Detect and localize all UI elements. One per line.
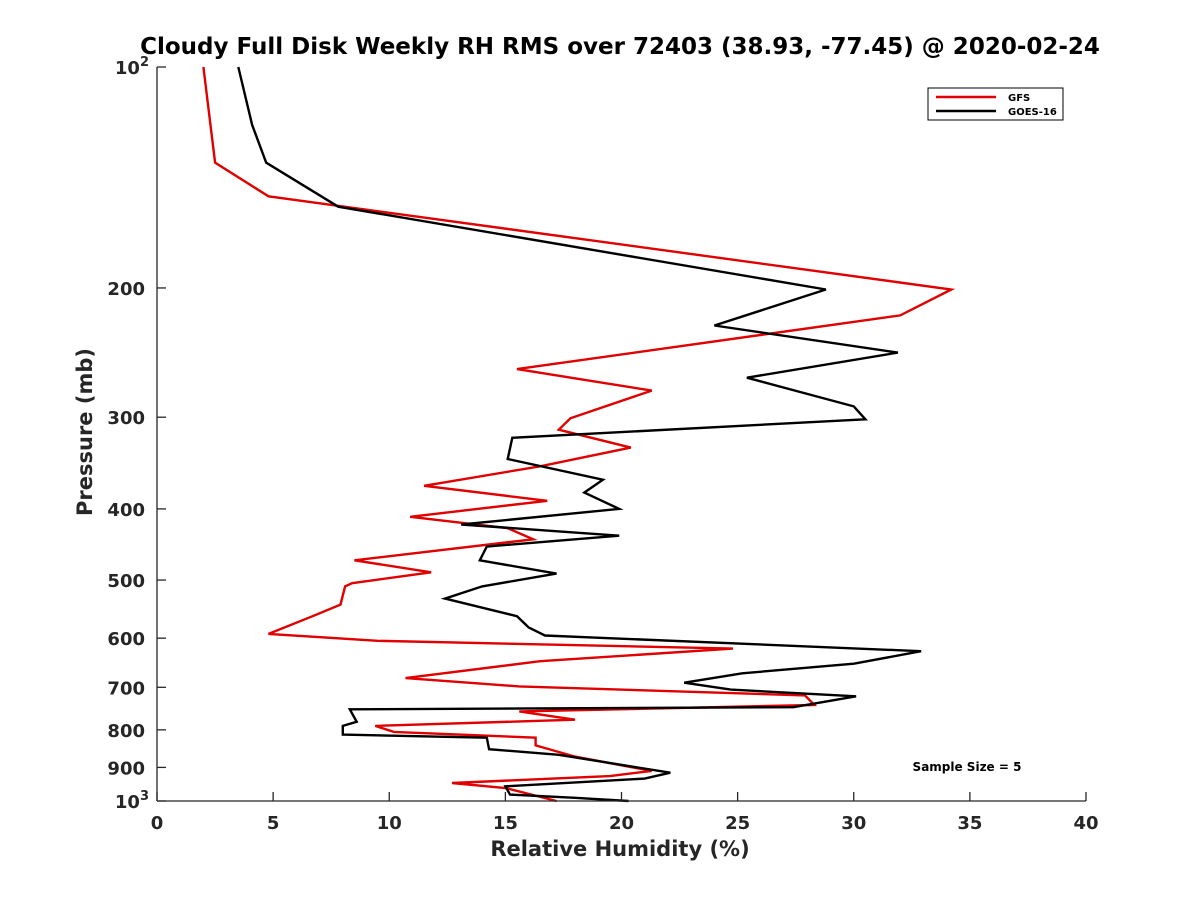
plot-area bbox=[157, 66, 1086, 803]
legend-box bbox=[927, 87, 1064, 121]
y-tick-label: 103 bbox=[115, 789, 149, 813]
y-tick-label: 200 bbox=[107, 279, 145, 300]
y-tick-label: 500 bbox=[107, 571, 145, 592]
y-tick-label: 400 bbox=[107, 500, 145, 521]
y-tick-label: 700 bbox=[107, 678, 145, 699]
x-tick-label: 10 bbox=[377, 813, 402, 834]
x-axis-label: Relative Humidity (%) bbox=[490, 837, 749, 861]
x-tick-label: 35 bbox=[957, 813, 982, 834]
legend-label-goes-16: GOES-16 bbox=[1008, 107, 1057, 118]
y-tick-label: 800 bbox=[107, 721, 145, 742]
y-tick-label: 102 bbox=[115, 55, 149, 79]
legend: GFS GOES-16 bbox=[927, 87, 1064, 121]
series-line-goes-16 bbox=[237, 66, 922, 803]
x-axis-ticks: 0 5 10 15 20 25 30 35 40 bbox=[151, 792, 1099, 834]
y-tick-label: 600 bbox=[107, 629, 145, 650]
x-tick-label: 0 bbox=[151, 813, 164, 834]
sample-size-annotation: Sample Size = 5 bbox=[913, 760, 1022, 774]
x-tick-label: 5 bbox=[267, 813, 280, 834]
x-tick-label: 15 bbox=[493, 813, 518, 834]
y-tick-label: 300 bbox=[107, 408, 145, 429]
x-tick-label: 40 bbox=[1073, 813, 1098, 834]
series-layer bbox=[202, 66, 956, 803]
y-axis-label: Pressure (mb) bbox=[73, 348, 97, 516]
chart-title: Cloudy Full Disk Weekly RH RMS over 7240… bbox=[140, 34, 1100, 60]
plot-background bbox=[157, 67, 1086, 801]
x-tick-label: 25 bbox=[725, 813, 750, 834]
series-line-gfs bbox=[202, 66, 956, 803]
y-tick-label: 900 bbox=[107, 758, 145, 779]
legend-items: GFS GOES-16 bbox=[936, 93, 1057, 118]
x-tick-label: 20 bbox=[609, 813, 634, 834]
x-tick-label: 30 bbox=[841, 813, 866, 834]
y-axis-ticks: 102 200 300 400 500 600 700 800 900 103 bbox=[107, 55, 166, 813]
legend-label-gfs: GFS bbox=[1008, 93, 1030, 104]
